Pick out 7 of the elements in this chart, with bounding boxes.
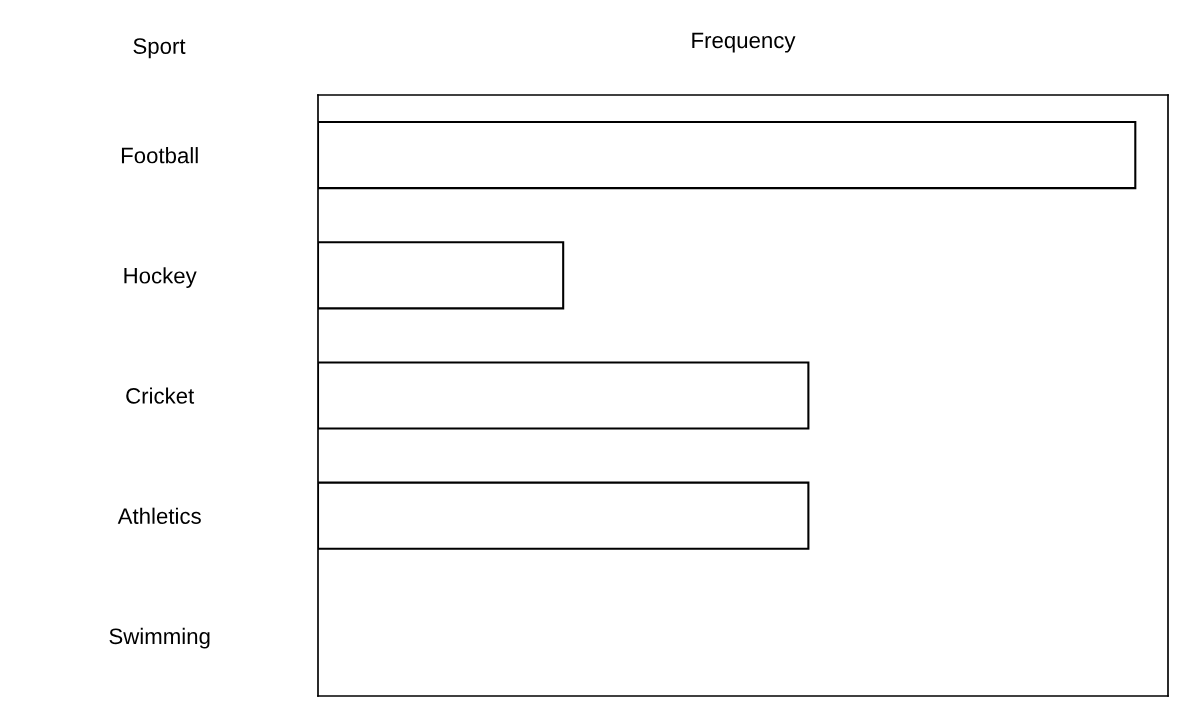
y-axis-title: Sport — [133, 38, 186, 59]
y-tick-label: Athletics — [117, 507, 201, 524]
y-tick-label: Cricket — [126, 387, 195, 404]
x-axis-title: Frequency — [692, 32, 796, 53]
y-tick-label: Football — [121, 147, 198, 164]
y-tick-label: Hockey — [124, 267, 197, 288]
y-tick-label: Swimming — [109, 627, 210, 649]
